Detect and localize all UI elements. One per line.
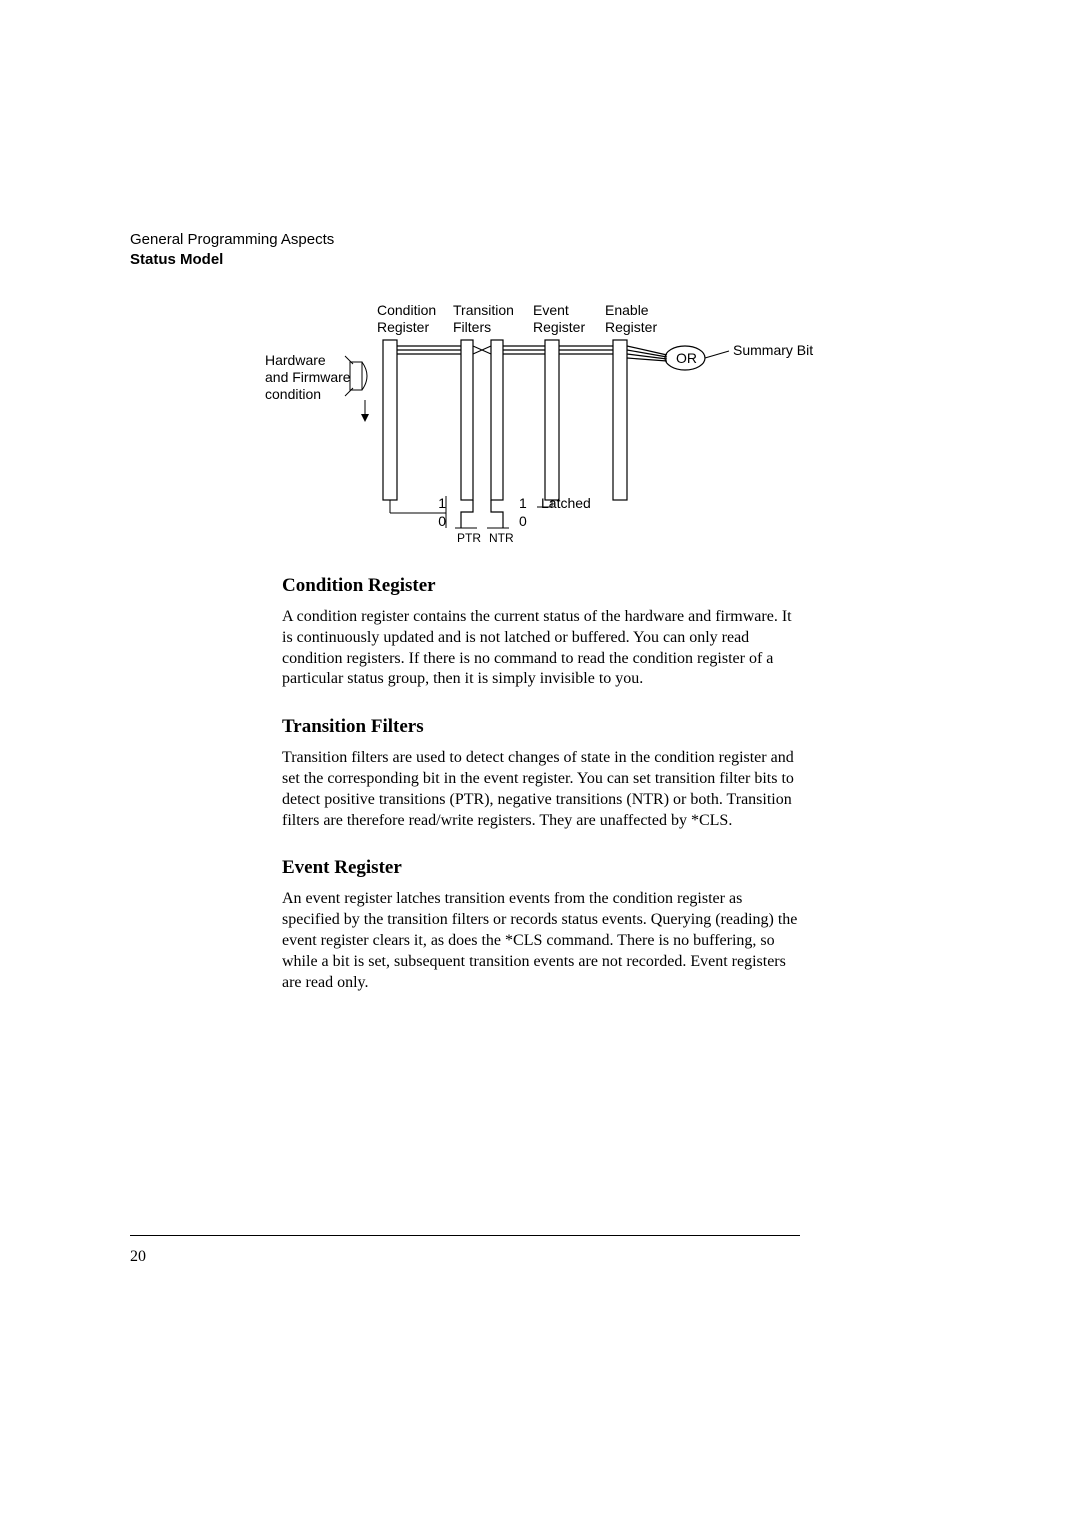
label-transition-l1: Transition bbox=[453, 302, 514, 318]
ntr-zero: 0 bbox=[519, 513, 527, 529]
label-event-l2: Register bbox=[533, 319, 585, 335]
label-condition-l1: Condition bbox=[377, 302, 436, 318]
label-event-l1: Event bbox=[533, 302, 569, 318]
header-line-1: General Programming Aspects bbox=[130, 230, 334, 250]
event-register-box bbox=[545, 340, 559, 500]
content-area: Condition Register A condition register … bbox=[282, 575, 802, 1019]
body-condition-register: A condition register contains the curren… bbox=[282, 607, 802, 690]
heading-transition-filters: Transition Filters bbox=[282, 716, 802, 738]
status-model-diagram: Condition Register Transition Filters Ev… bbox=[265, 300, 905, 550]
condition-register-box bbox=[383, 340, 397, 500]
ntr-one: 1 bbox=[519, 495, 527, 511]
ptr-one: 1 bbox=[438, 495, 446, 511]
ptr-label: PTR bbox=[457, 531, 481, 545]
label-hw-l1: Hardware bbox=[265, 352, 326, 368]
label-enable-l2: Register bbox=[605, 319, 657, 335]
transition-filter-ntr-box bbox=[491, 340, 503, 500]
label-hw-l2: and Firmware bbox=[265, 369, 351, 385]
latched-label: Latched bbox=[541, 495, 591, 511]
header-line-2: Status Model bbox=[130, 250, 334, 270]
label-transition-l2: Filters bbox=[453, 319, 491, 335]
page-number: 20 bbox=[130, 1248, 146, 1266]
label-condition-l2: Register bbox=[377, 319, 429, 335]
enable-register-box bbox=[613, 340, 627, 500]
heading-event-register: Event Register bbox=[282, 857, 802, 879]
body-event-register: An event register latches transition eve… bbox=[282, 889, 802, 993]
heading-condition-register: Condition Register bbox=[282, 575, 802, 597]
transition-filter-ptr-box bbox=[461, 340, 473, 500]
ntr-label: NTR bbox=[489, 531, 514, 545]
page-header: General Programming Aspects Status Model bbox=[130, 230, 334, 271]
label-enable-l1: Enable bbox=[605, 302, 649, 318]
summary-bit-label: Summary Bit bbox=[733, 342, 813, 358]
label-hw-l3: condition bbox=[265, 386, 321, 402]
ptr-zero: 0 bbox=[438, 513, 446, 529]
body-transition-filters: Transition filters are used to detect ch… bbox=[282, 748, 802, 831]
footer-rule bbox=[130, 1235, 800, 1236]
or-label: OR bbox=[676, 350, 697, 366]
